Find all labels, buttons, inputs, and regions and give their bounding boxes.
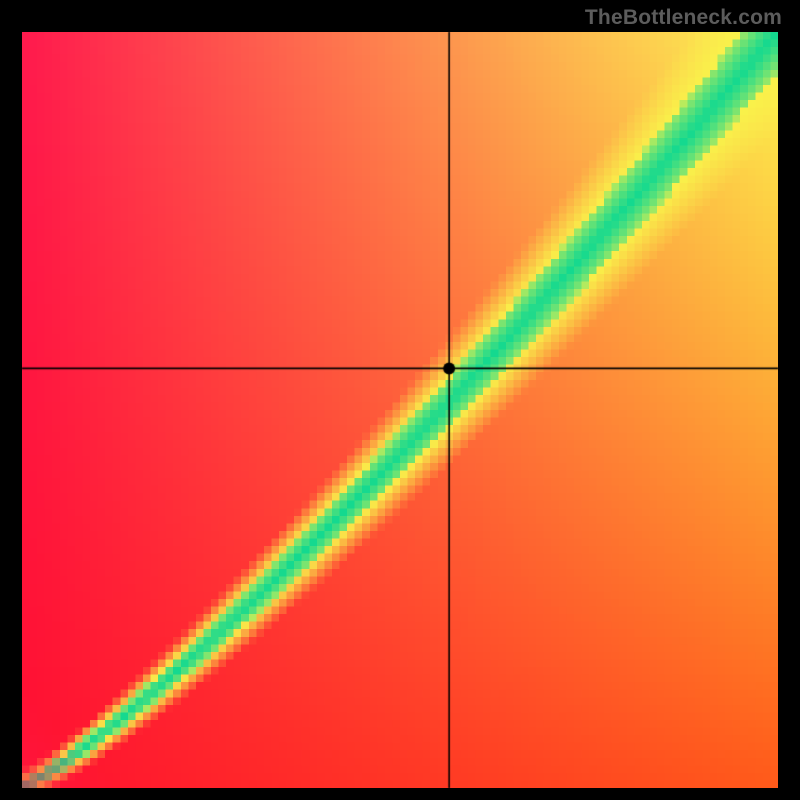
bottleneck-heatmap xyxy=(22,32,778,788)
chart-container: TheBottleneck.com xyxy=(0,0,800,800)
watermark-text: TheBottleneck.com xyxy=(585,6,782,30)
